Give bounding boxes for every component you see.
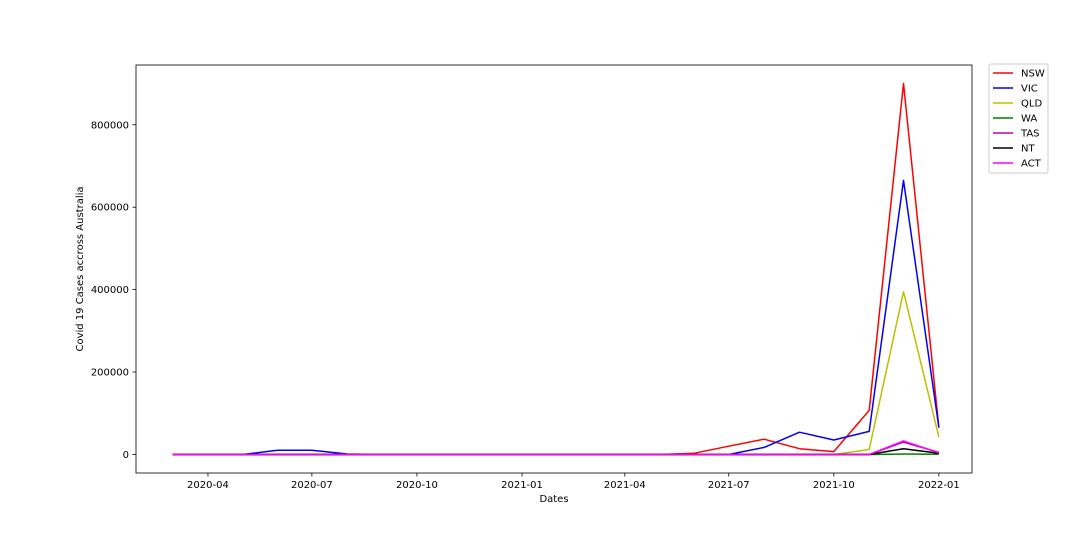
x-axis-label: Dates [539,494,568,505]
x-tick-label: 2021-10 [813,480,855,491]
x-tick-label: 2021-07 [708,480,750,491]
legend-label-wa: WA [1021,114,1037,125]
x-tick-label: 2020-10 [396,480,438,491]
y-tick-label: 200000 [91,368,129,379]
series-line-tas [172,441,940,456]
legend-label-nt: NT [1021,144,1035,155]
x-tick-label: 2021-01 [501,480,543,491]
y-tick-label: 0 [123,450,129,461]
series-line-vic [172,179,940,456]
plot-frame [135,64,973,474]
series-line-act [172,440,940,456]
legend-label-tas: TAS [1020,129,1040,140]
legend-label-vic: VIC [1021,84,1038,95]
y-axis-label: Covid 19 Cases accross Australia [75,186,86,351]
legend-box [988,63,1049,174]
x-tick-label: 2020-04 [187,480,229,491]
y-tick-label: 800000 [91,120,129,131]
legend-label-qld: QLD [1021,99,1042,110]
series-line-nsw [172,82,940,456]
y-tick-label: 600000 [91,203,129,214]
x-tick-label: 2020-07 [291,480,333,491]
y-tick-label: 400000 [91,285,129,296]
x-axis-ticks: 2020-04 2020-07 2020-10 2021-01 2021-04 2021-… [187,473,960,491]
legend-label-nsw: NSW [1021,69,1045,80]
series-line-qld [172,290,940,456]
x-tick-label: 2021-04 [604,480,646,491]
y-axis-ticks: 0 200000 400000 600000 800000 [91,120,136,461]
plot-area [172,82,940,456]
legend-label-act: ACT [1021,159,1042,170]
legend: NSW VIC QLD WA TAS NT ACT [988,63,1049,174]
x-tick-label: 2022-01 [918,480,960,491]
